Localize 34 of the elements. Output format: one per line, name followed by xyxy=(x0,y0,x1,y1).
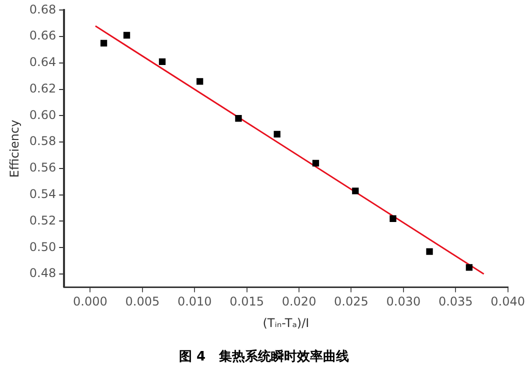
x-tick-label: 0.000 xyxy=(73,294,108,309)
point xyxy=(235,115,242,122)
point xyxy=(390,215,396,222)
x-tick-label: 0.015 xyxy=(230,294,264,309)
x-tick-label: 0.025 xyxy=(334,294,368,309)
point xyxy=(312,160,320,167)
point xyxy=(466,264,473,271)
x-tick-label: 0.030 xyxy=(386,294,421,309)
x-tick-label: 0.035 xyxy=(438,294,473,309)
y-tick-label: 0.64 xyxy=(29,55,56,70)
x-tick-label: 0.040 xyxy=(490,294,526,309)
point xyxy=(196,78,204,85)
point xyxy=(426,248,433,255)
point xyxy=(274,130,280,138)
y-axis-title: Efficiency xyxy=(7,120,22,178)
y-tick-label: 0.68 xyxy=(29,2,56,16)
point xyxy=(100,40,108,47)
text: 图 4 集热系统瞬时效率曲线 xyxy=(178,348,350,364)
y-tick-label: 0.54 xyxy=(29,186,56,201)
x-tick-label: 0.020 xyxy=(282,294,316,309)
point xyxy=(158,58,166,65)
point xyxy=(123,32,130,39)
point xyxy=(352,188,359,194)
y-tick-label: 0.50 xyxy=(29,240,56,254)
x-tick-label: 0.005 xyxy=(125,294,160,309)
x-tick-label: 0.010 xyxy=(177,294,212,309)
y-tick-label: 0.66 xyxy=(29,28,56,43)
y-tick-label: 0.52 xyxy=(29,213,56,228)
y-tick-label: 0.62 xyxy=(29,81,56,96)
x-axis-title: (Tᵢₙ-Tₐ)/I xyxy=(262,316,310,330)
y-tick-label: 0.58 xyxy=(29,134,56,148)
y-tick-label: 0.60 xyxy=(29,108,56,122)
y-tick-label: 0.48 xyxy=(29,266,56,280)
y-tick-label: 0.56 xyxy=(29,160,56,175)
